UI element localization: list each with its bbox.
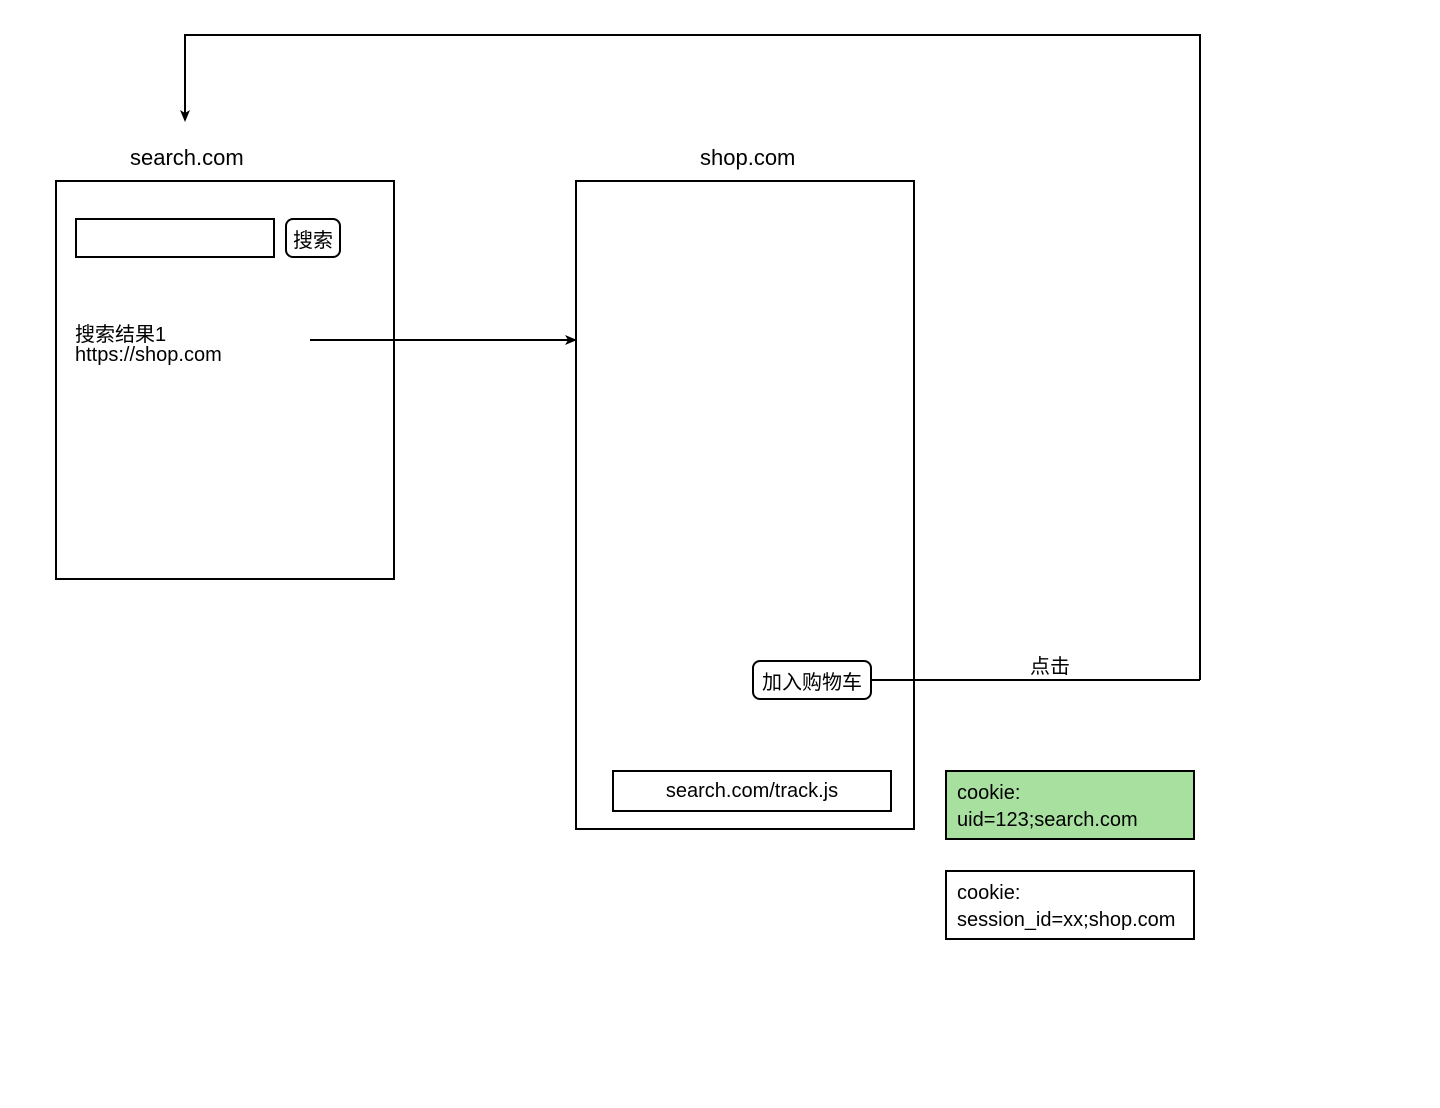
diagram-canvas: search.com shop.com 搜索 搜索结果1 https://sho… (0, 0, 1440, 1108)
cookie-shop-line1: cookie: (957, 880, 1183, 907)
add-to-cart-label: 加入购物车 (762, 666, 862, 695)
track-js-label: search.com/track.js (666, 780, 838, 803)
search-button[interactable]: 搜索 (285, 218, 341, 258)
search-result-title: 搜索结果1 (75, 318, 166, 347)
click-label: 点击 (1030, 650, 1070, 679)
cookie-shop-line2: session_id=xx;shop.com (957, 907, 1183, 934)
shop-window (575, 180, 915, 830)
search-title: search.com (130, 145, 244, 171)
search-result-url[interactable]: https://shop.com (75, 344, 222, 367)
search-input[interactable] (75, 218, 275, 258)
track-js-box: search.com/track.js (612, 770, 892, 812)
cookie-shop-box: cookie: session_id=xx;shop.com (945, 870, 1195, 940)
cookie-search-box: cookie: uid=123;search.com (945, 770, 1195, 840)
cookie-search-line2: uid=123;search.com (957, 807, 1183, 834)
add-to-cart-button[interactable]: 加入购物车 (752, 660, 872, 700)
search-button-label: 搜索 (293, 224, 333, 253)
shop-title: shop.com (700, 145, 795, 171)
cookie-search-line1: cookie: (957, 780, 1183, 807)
